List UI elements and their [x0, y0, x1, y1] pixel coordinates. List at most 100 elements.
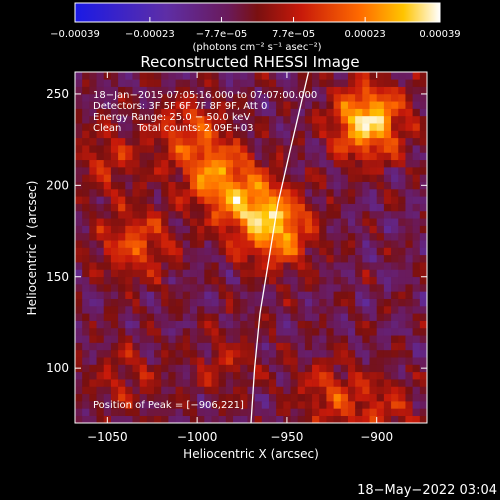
heatmap-cell [132, 247, 140, 256]
heatmap-cell [326, 210, 334, 219]
heatmap-cell [175, 349, 184, 358]
heatmap-cell [383, 137, 392, 146]
heatmap-cell [297, 320, 306, 329]
heatmap-cell [355, 298, 363, 307]
heatmap-cell [197, 167, 205, 175]
heatmap-cell [290, 218, 298, 226]
heatmap-cell [247, 130, 255, 139]
heatmap-cell [290, 152, 298, 161]
heatmap-cell [391, 123, 399, 131]
heatmap-cell [405, 415, 413, 423]
heatmap-cell [276, 145, 284, 153]
heatmap-cell [283, 313, 291, 321]
heatmap-cell [125, 218, 133, 226]
heatmap-cell [261, 262, 270, 270]
heatmap-cell [82, 240, 90, 248]
heatmap-cell [175, 181, 184, 190]
heatmap-cell [240, 371, 248, 380]
heatmap-cell [132, 210, 140, 219]
heatmap-cell [398, 123, 406, 131]
heatmap-cell [247, 276, 255, 285]
heatmap-cell [75, 379, 83, 387]
heatmap-cell [82, 145, 90, 153]
heatmap-cell [376, 386, 385, 395]
heatmap-cell [247, 401, 255, 409]
heatmap-cell [225, 254, 234, 263]
heatmap-cell [89, 159, 97, 168]
heatmap-cell [118, 393, 126, 402]
heatmap-cell [168, 181, 176, 190]
heatmap-cell [268, 225, 277, 234]
heatmap-cell [412, 342, 421, 351]
heatmap-cell [276, 335, 284, 343]
heatmap-cell [326, 181, 334, 190]
heatmap-cell [312, 247, 320, 256]
heatmap-cell [376, 130, 385, 139]
heatmap-cell [75, 313, 83, 321]
heatmap-cell [75, 225, 83, 234]
heatmap-cell [204, 379, 212, 387]
heatmap-cell [355, 225, 363, 234]
heatmap-cell [340, 130, 349, 139]
heatmap-cell [225, 108, 234, 117]
heatmap-cell [319, 284, 327, 292]
heatmap-cell [125, 254, 133, 263]
heatmap-cell [139, 313, 148, 321]
heatmap-cell [369, 284, 378, 292]
heatmap-cell [347, 386, 356, 395]
heatmap-cell [347, 349, 356, 358]
heatmap-cell [355, 72, 363, 80]
heatmap-cell [189, 306, 198, 314]
heatmap-cell [290, 137, 298, 146]
heatmap-cell [197, 408, 205, 416]
heatmap-cell [233, 298, 241, 307]
heatmap-cell [204, 152, 212, 161]
heatmap-cell [362, 145, 370, 153]
heatmap-cell [225, 306, 234, 314]
heatmap-cell [125, 386, 133, 395]
heatmap-cell [154, 254, 162, 263]
heatmap-cell [326, 371, 334, 380]
heatmap-cell [304, 408, 313, 416]
heatmap-cell [168, 189, 176, 197]
heatmap-cell [312, 327, 320, 336]
heatmap-cell [233, 93, 241, 102]
heatmap-cell [412, 401, 421, 409]
heatmap-cell [283, 218, 291, 226]
heatmap-cell [233, 240, 241, 248]
heatmap-cell [297, 269, 306, 278]
heatmap-cell [189, 393, 198, 402]
heatmap-cell [326, 72, 334, 80]
heatmap-cell [355, 393, 363, 402]
heatmap-cell [211, 320, 219, 329]
heatmap-cell [240, 276, 248, 285]
heatmap-cell [75, 72, 83, 80]
heatmap-cell [376, 108, 385, 117]
heatmap-cell [118, 379, 126, 387]
heatmap-cell [240, 269, 248, 278]
heatmap-cell [161, 357, 169, 365]
heatmap-cell [383, 327, 392, 336]
heatmap-cell [125, 276, 133, 285]
heatmap-cell [276, 167, 284, 175]
heatmap-cell [218, 298, 227, 307]
heatmap-cell [82, 181, 90, 190]
heatmap-cell [96, 306, 105, 314]
heatmap-cell [125, 189, 133, 197]
heatmap-cell [132, 276, 140, 285]
heatmap-cell [355, 335, 363, 343]
heatmap-cell [369, 349, 378, 358]
heatmap-cell [211, 342, 219, 351]
heatmap-cell [110, 79, 119, 87]
heatmap-cell [96, 123, 105, 131]
heatmap-cell [218, 86, 227, 95]
heatmap-cell [118, 93, 126, 102]
heatmap-cell [369, 269, 378, 278]
heatmap-cell [197, 386, 205, 395]
heatmap-cell [398, 137, 406, 146]
heatmap-cell [168, 371, 176, 380]
heatmap-cell [182, 72, 191, 80]
heatmap-cell [247, 159, 255, 168]
heatmap-cell [304, 189, 313, 197]
heatmap-cell [369, 415, 378, 423]
